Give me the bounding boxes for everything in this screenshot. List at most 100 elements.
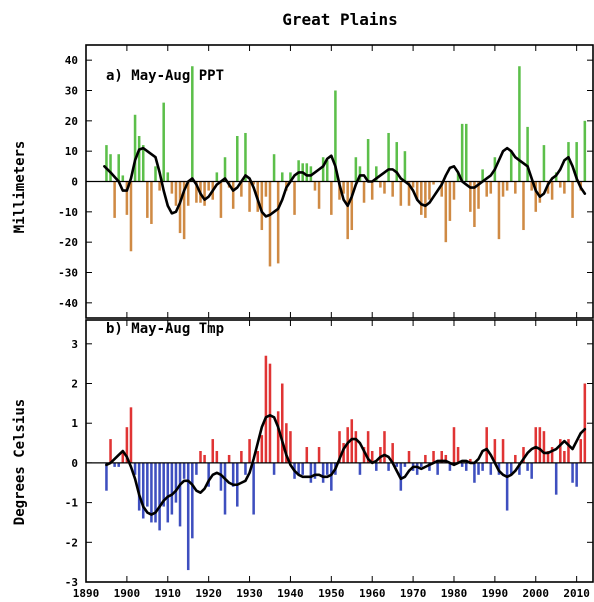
panel-a-bar-1965 bbox=[391, 181, 394, 197]
panel-b-bar-1952 bbox=[338, 431, 341, 463]
panel-a-bar-2012 bbox=[583, 120, 587, 182]
panel-a-bar-1929 bbox=[244, 132, 247, 182]
panel-b-bar-1935 bbox=[268, 363, 272, 463]
panel-b-bar-1973 bbox=[424, 454, 427, 463]
panel-b-bar-1945 bbox=[309, 462, 313, 483]
panel-a-bar-1959 bbox=[366, 139, 370, 182]
panel-b-bar-1962 bbox=[379, 447, 382, 463]
panel-b-bar-1995 bbox=[514, 454, 517, 463]
panel-a-bar-2002 bbox=[542, 145, 546, 182]
panel-b-y-tick-label: 2 bbox=[71, 378, 78, 391]
panel-b-bar-1988 bbox=[485, 427, 488, 463]
panel-a-bar-2010 bbox=[575, 142, 578, 182]
panel-b-y-tick-label: 1 bbox=[71, 417, 78, 430]
panel-a-bar-1949 bbox=[325, 160, 329, 182]
panel-a-bar-2008 bbox=[567, 142, 570, 182]
panel-a-bar-1983 bbox=[464, 123, 468, 182]
panel-b-bar-1969 bbox=[407, 451, 411, 463]
x-tick-label: 1910 bbox=[155, 587, 182, 600]
panel-b-bar-1897 bbox=[113, 462, 116, 467]
panel-b-bar-1914 bbox=[182, 462, 186, 479]
panel-b-bar-1929 bbox=[244, 462, 247, 475]
panel-a-bar-1993 bbox=[505, 181, 509, 191]
panel-b-bar-1998 bbox=[526, 462, 529, 471]
panel-a-bar-1975 bbox=[432, 181, 435, 185]
panel-b-bar-1964 bbox=[387, 462, 390, 471]
panel-b-bar-1932 bbox=[256, 451, 259, 463]
panel-b-bar-1966 bbox=[395, 462, 399, 467]
panel-a-y-tick-label: 30 bbox=[65, 85, 78, 98]
panel-b-bar-1977 bbox=[440, 451, 443, 463]
panel-b-bar-1950 bbox=[330, 462, 333, 491]
panel-b-bar-1923 bbox=[219, 462, 223, 491]
panel-a-bar-1992 bbox=[501, 181, 505, 197]
panel-b-bar-1909 bbox=[162, 462, 165, 507]
x-tick-label: 1990 bbox=[482, 587, 509, 600]
panel-a-y-tick-label: 10 bbox=[65, 145, 78, 158]
panel-a-bar-1928 bbox=[240, 181, 243, 197]
panel-b-bar-1931 bbox=[252, 462, 255, 515]
panel-a-bar-1915 bbox=[186, 181, 190, 206]
panel-b-bar-1980 bbox=[452, 427, 456, 463]
x-tick-label: 1940 bbox=[277, 587, 304, 600]
panel-a-y-tick-label: -40 bbox=[58, 297, 78, 310]
panel-a-bar-1926 bbox=[231, 181, 235, 209]
panel-b-bar-1930 bbox=[248, 439, 251, 463]
panel-b-bar-1942 bbox=[297, 462, 300, 475]
panel-a-bar-1954 bbox=[346, 181, 349, 240]
panel-b-bar-1922 bbox=[215, 451, 219, 463]
panel-a-bar-1956 bbox=[354, 157, 358, 182]
panel-a-bar-1912 bbox=[174, 181, 178, 206]
panel-b-bar-1944 bbox=[305, 447, 309, 463]
panel-a-bar-1960 bbox=[370, 181, 374, 200]
panel-b-bar-1996 bbox=[518, 462, 521, 475]
panel-b-bar-1958 bbox=[362, 447, 366, 463]
x-tick-label: 1950 bbox=[318, 587, 345, 600]
panel-a-bar-1970 bbox=[411, 181, 415, 188]
panel-a-bar-1991 bbox=[497, 181, 501, 240]
panel-b-bar-1968 bbox=[403, 462, 407, 467]
panel-a-bar-1955 bbox=[350, 181, 354, 231]
panel-b-bar-1989 bbox=[489, 462, 493, 475]
panel-b-bar-1948 bbox=[321, 462, 325, 483]
panel-a-bar-1931 bbox=[252, 181, 255, 185]
panel-a-bar-1917 bbox=[195, 181, 198, 203]
panel-b-bar-1976 bbox=[436, 462, 439, 475]
panel-a-bar-1907 bbox=[154, 166, 157, 182]
panel-a-bar-1930 bbox=[248, 181, 251, 212]
panel-a-bar-1994 bbox=[509, 151, 513, 182]
x-tick-label: 1920 bbox=[195, 587, 222, 600]
panel-b-bar-1955 bbox=[350, 419, 354, 463]
panel-b-bar-1907 bbox=[154, 462, 157, 523]
panel-a-bar-1998 bbox=[526, 126, 529, 182]
panel-a-label: a) May-Aug PPT bbox=[106, 68, 224, 84]
panel-a-bar-1969 bbox=[407, 181, 411, 206]
panel-b-bar-1971 bbox=[415, 462, 419, 475]
panel-b-bar-1981 bbox=[456, 447, 460, 463]
x-tick-label: 1900 bbox=[114, 587, 141, 600]
panel-b-bar-2002 bbox=[542, 431, 546, 463]
panel-a-bar-1952 bbox=[338, 181, 341, 200]
panel-a-bar-1966 bbox=[395, 142, 399, 182]
panel-b-bar-2005 bbox=[554, 462, 558, 495]
panel-a-bar-1961 bbox=[375, 166, 378, 182]
panel-a-bar-1984 bbox=[469, 181, 472, 212]
panel-a-bar-1903 bbox=[137, 136, 141, 182]
panel-a-bar-1977 bbox=[440, 181, 443, 197]
panel-b-y-axis-label: Degrees Celsius bbox=[12, 399, 28, 525]
panel-a-bar-1987 bbox=[481, 169, 484, 182]
panel-b-bar-2009 bbox=[571, 462, 574, 483]
panel-a-bar-1914 bbox=[182, 181, 186, 240]
panel-a-bar-1996 bbox=[518, 66, 521, 182]
panel-temperature: Degrees Celsius b) May-Aug Tmp 3 2 1 0 -1 -2 -… bbox=[12, 319, 594, 589]
panel-a-bar-1995 bbox=[514, 181, 517, 194]
panel-a-bar-1922 bbox=[215, 172, 219, 182]
panel-b-bar-2010 bbox=[575, 462, 578, 487]
panel-b-bar-1943 bbox=[301, 462, 304, 475]
panel-b-bar-1919 bbox=[203, 454, 206, 463]
x-tick-label: 1960 bbox=[359, 587, 386, 600]
panel-a-bar-1902 bbox=[133, 114, 137, 182]
panel-b-smoothed-line bbox=[105, 413, 587, 516]
panel-a-bar-1895 bbox=[105, 145, 108, 182]
